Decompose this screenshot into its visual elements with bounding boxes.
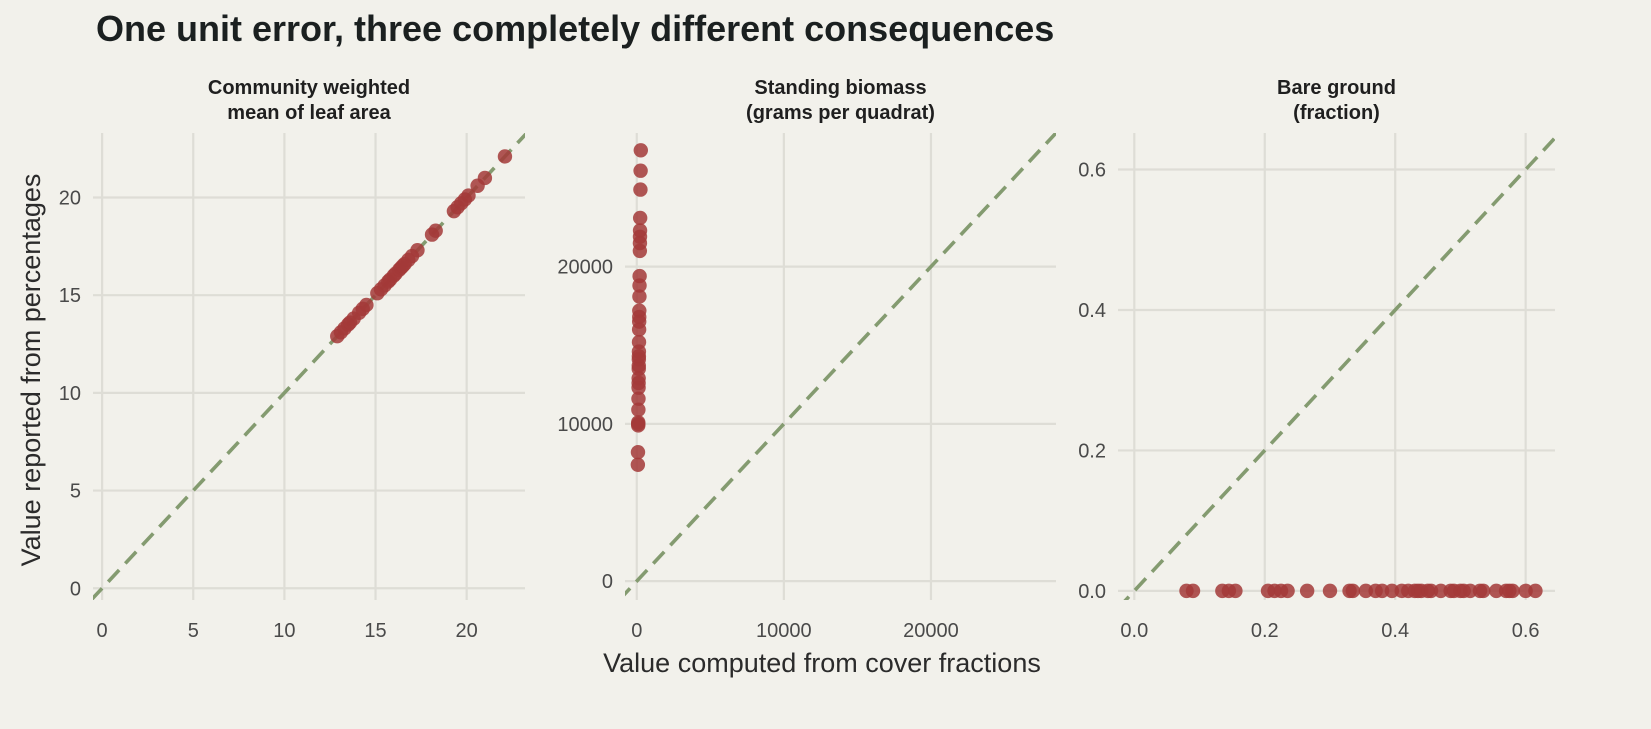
data-point <box>631 402 646 417</box>
panel-2: 0 10000 20000 0 10000 20000 Standing biomass (g… <box>557 77 1056 642</box>
x-axis-title: Value computed from cover fractions <box>603 648 1041 678</box>
y-tick-label: 0.0 <box>1078 581 1106 603</box>
data-point <box>1505 583 1520 599</box>
y-tick-label: 5 <box>70 481 81 503</box>
data-point <box>497 149 513 164</box>
data-point <box>1299 583 1315 599</box>
data-point <box>359 297 374 313</box>
data-point <box>477 170 493 186</box>
panel-title: Standing biomass <box>754 77 926 99</box>
y-tick-label: 0.4 <box>1078 300 1106 322</box>
data-point <box>630 444 646 460</box>
x-tick-label: 0 <box>97 620 108 642</box>
data-point <box>1322 583 1338 599</box>
panel-title: Community weighted <box>208 77 410 99</box>
identity-line <box>625 133 1056 597</box>
panel-title: Bare ground <box>1277 77 1396 99</box>
x-tick-label: 0.6 <box>1512 620 1540 642</box>
data-point <box>633 182 648 197</box>
x-tick-label: 20 <box>456 620 478 642</box>
data-point <box>632 210 648 226</box>
data-point <box>1528 583 1543 599</box>
y-tick-label: 15 <box>59 285 81 307</box>
panel-3: 0.0 0.2 0.4 0.6 0.0 0.2 0.4 0.6 Bare ground (frac… <box>1078 77 1555 642</box>
data-point <box>633 163 648 178</box>
x-tick-label: 0 <box>631 620 642 642</box>
data-point <box>633 143 648 158</box>
data-point <box>631 391 646 406</box>
data-point <box>631 322 647 337</box>
x-tick-label: 5 <box>188 620 199 642</box>
y-tick-label: 10000 <box>557 414 613 436</box>
identity-line <box>1123 135 1555 600</box>
y-tick-label: 0.2 <box>1078 440 1106 462</box>
y-tick-label: 20000 <box>557 257 613 279</box>
panel-title: (fraction) <box>1293 102 1380 124</box>
data-point <box>1280 583 1295 599</box>
data-point <box>410 243 425 258</box>
data-point <box>632 278 647 293</box>
x-tick-label: 0.4 <box>1381 620 1409 642</box>
data-point <box>630 457 646 472</box>
x-tick-label: 10000 <box>756 620 812 642</box>
panel-title: mean of leaf area <box>227 102 391 124</box>
chart-title: One unit error, three completely differe… <box>96 8 1055 49</box>
panel-1: 0 5 10 15 20 0 5 10 15 20 Community weighted mean o… <box>59 77 525 642</box>
data-point <box>461 188 476 203</box>
data-point <box>1476 583 1491 599</box>
x-tick-label: 15 <box>364 620 386 642</box>
data-point <box>632 289 647 304</box>
x-tick-label: 0.0 <box>1120 620 1148 642</box>
data-point <box>1185 583 1201 599</box>
y-tick-label: 0 <box>70 578 81 600</box>
x-tick-label: 10 <box>273 620 295 642</box>
data-point <box>1228 583 1243 599</box>
y-tick-label: 0 <box>602 571 613 593</box>
y-tick-label: 10 <box>59 383 81 405</box>
y-axis-title: Value reported from percentages <box>16 174 46 567</box>
data-point <box>1345 583 1361 599</box>
data-point <box>631 380 646 395</box>
y-tick-label: 20 <box>59 187 81 209</box>
data-point <box>428 223 443 238</box>
data-point <box>632 243 648 259</box>
data-point <box>631 418 646 433</box>
x-tick-label: 20000 <box>903 620 959 642</box>
panel-title: (grams per quadrat) <box>746 102 935 124</box>
x-tick-label: 0.2 <box>1251 620 1279 642</box>
y-tick-label: 0.6 <box>1078 160 1106 182</box>
